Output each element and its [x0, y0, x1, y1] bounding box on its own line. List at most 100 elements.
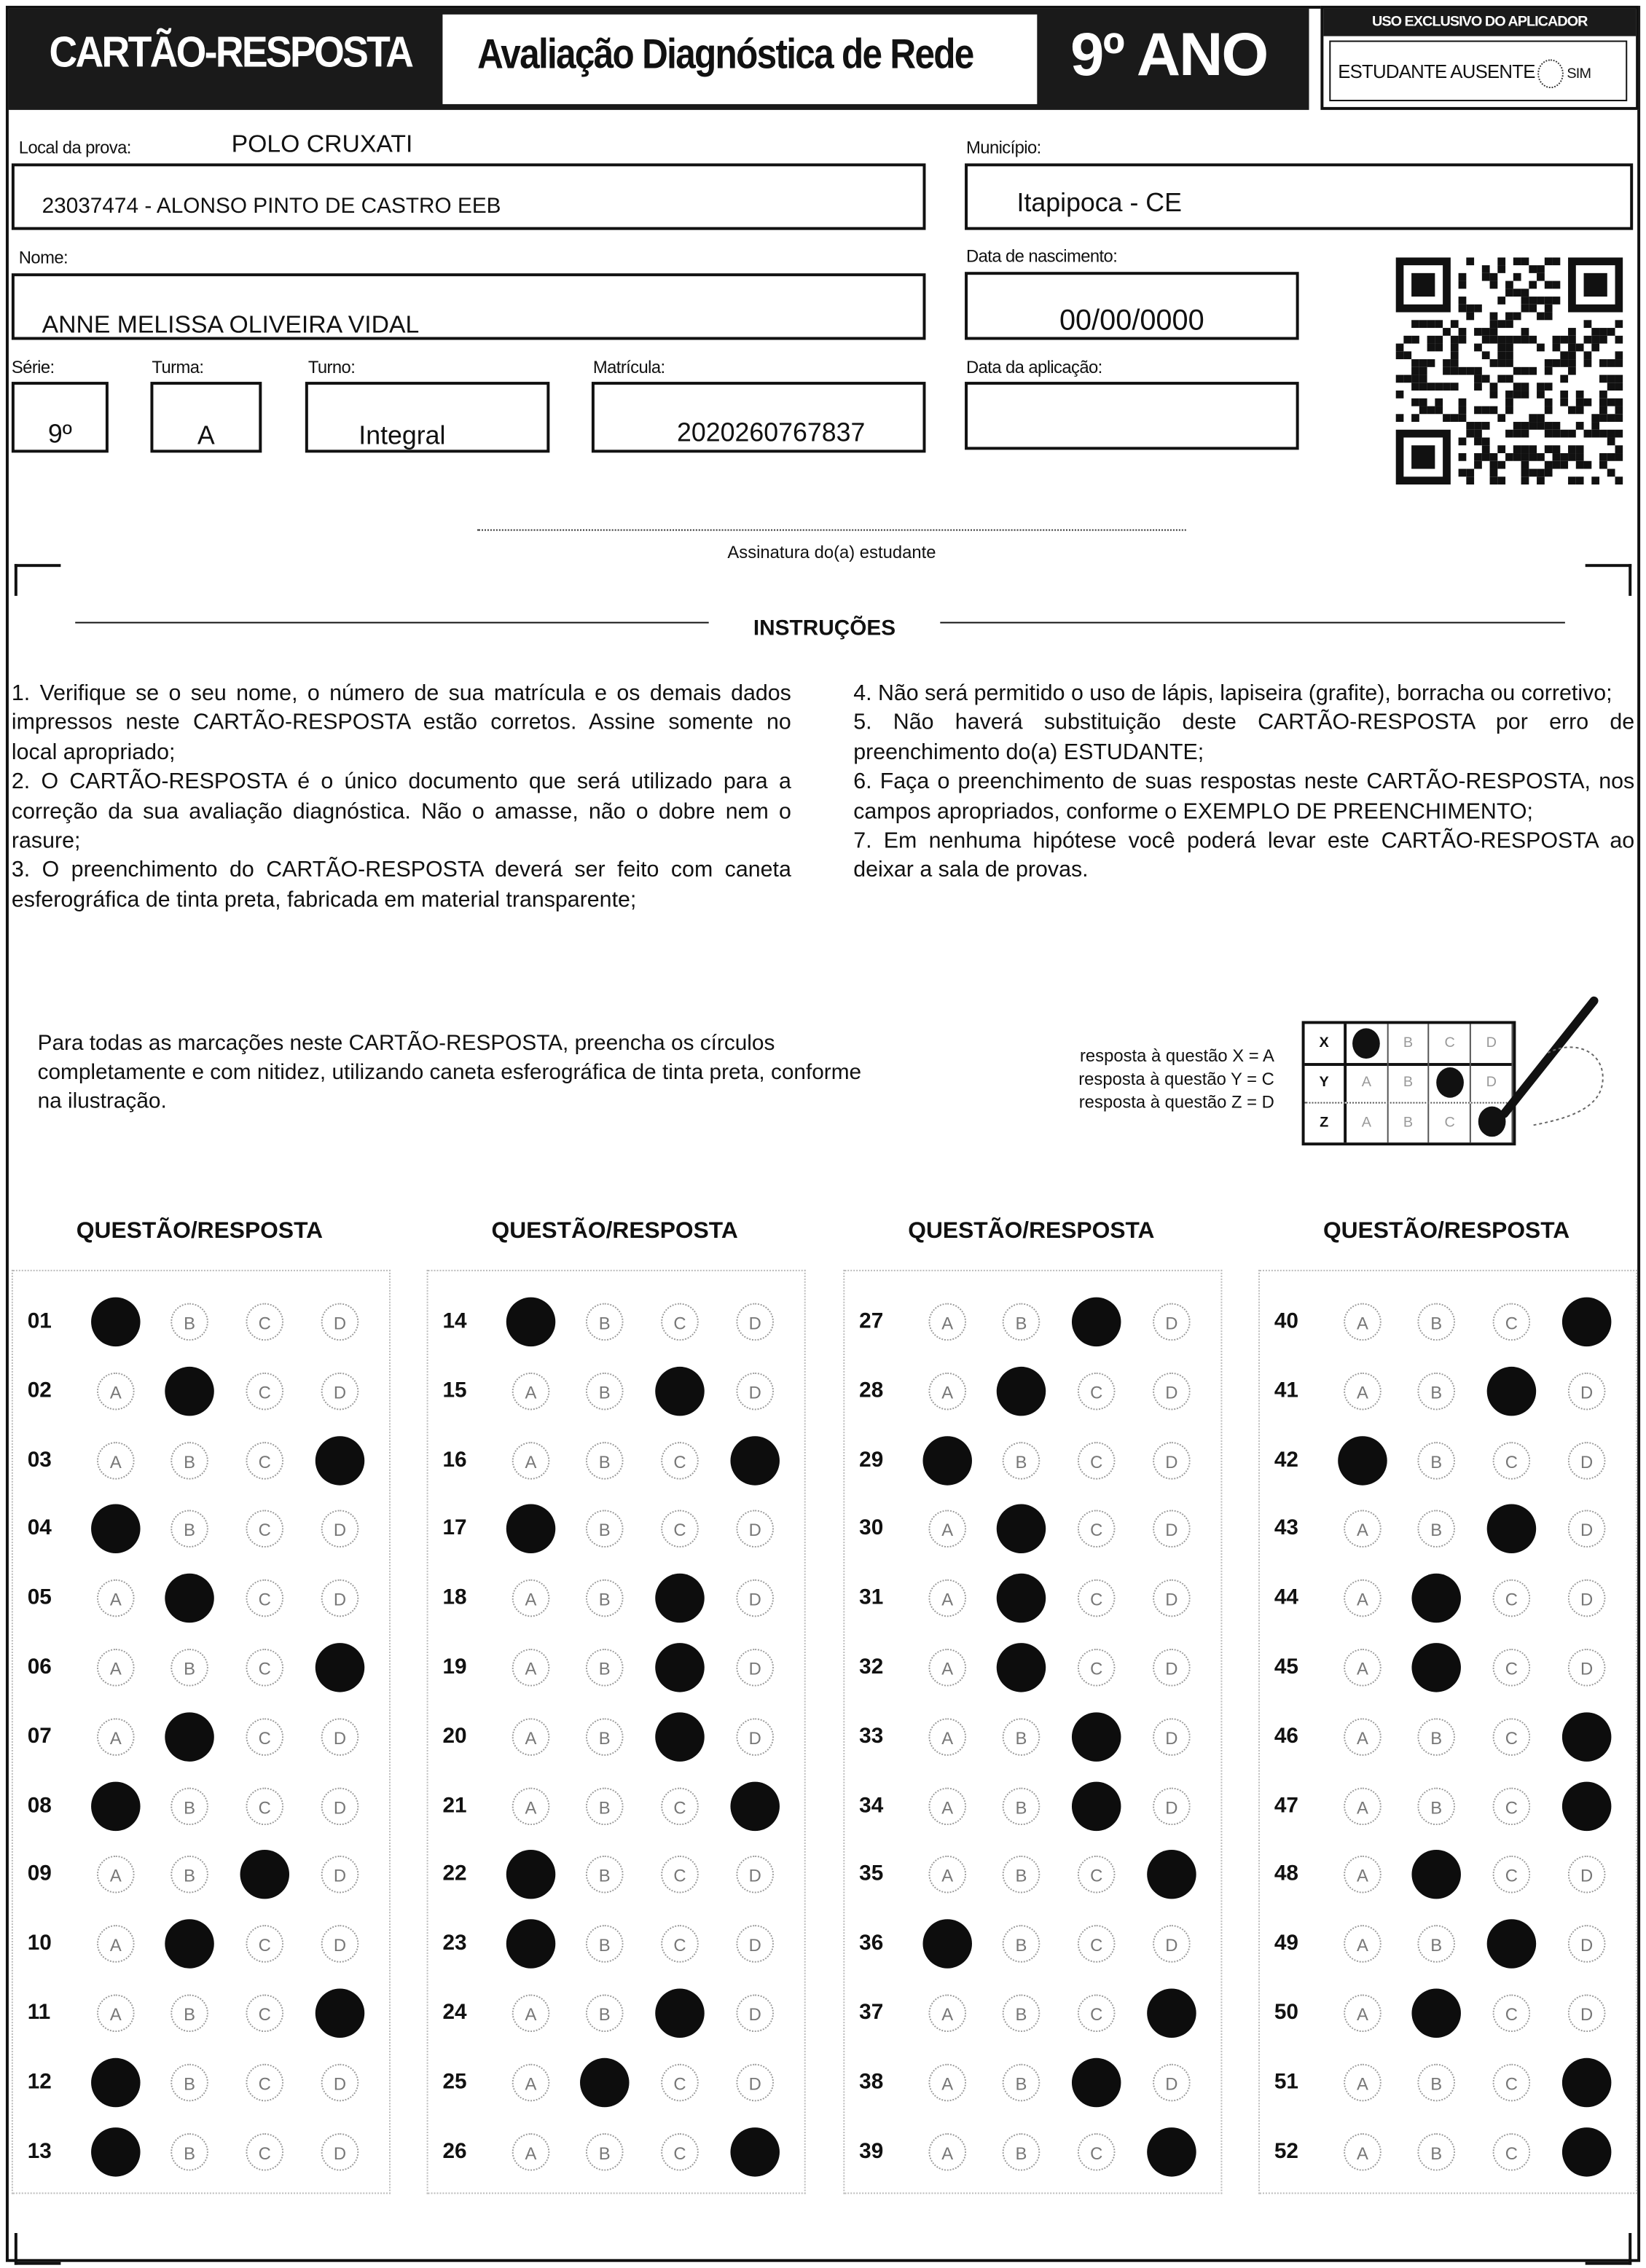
bubble-option-c[interactable]: C — [655, 1988, 705, 2039]
bubble-option-b[interactable]: B — [585, 1717, 624, 1756]
bubble-option-a[interactable]: A — [97, 1372, 135, 1410]
bubble-option-c[interactable]: C — [1492, 2063, 1531, 2101]
bubble-option-b[interactable]: B — [1002, 1441, 1040, 1479]
bubble-option-a[interactable]: A — [928, 1372, 967, 1410]
bubble-option-d[interactable]: D — [1153, 1649, 1191, 1687]
bubble-option-b[interactable]: B — [585, 1925, 624, 1963]
bubble-option-a[interactable]: A — [928, 1994, 967, 2033]
bubble-option-b[interactable]: B — [1002, 2063, 1040, 2101]
bubble-option-d[interactable]: D — [1567, 1649, 1606, 1687]
bubble-option-d[interactable]: D — [730, 1435, 780, 1485]
bubble-option-d[interactable]: D — [736, 1510, 775, 1548]
bubble-option-a[interactable]: A — [928, 1717, 967, 1756]
bubble-option-c[interactable]: C — [246, 1441, 284, 1479]
bubble-option-c[interactable]: C — [655, 1711, 705, 1762]
bubble-option-d[interactable]: D — [315, 1435, 365, 1485]
bubble-option-c[interactable]: C — [1071, 1297, 1121, 1347]
bubble-option-a[interactable]: A — [97, 1649, 135, 1687]
bubble-option-a[interactable]: A — [1344, 1303, 1382, 1341]
bubble-option-b[interactable]: B — [1002, 1717, 1040, 1756]
bubble-option-b[interactable]: B — [585, 1303, 624, 1341]
bubble-option-a[interactable]: A — [512, 1580, 550, 1617]
bubble-option-a[interactable]: A — [1344, 1372, 1382, 1410]
bubble-option-c[interactable]: C — [246, 1717, 284, 1756]
bubble-option-a[interactable]: A — [512, 1441, 550, 1479]
bubble-option-d[interactable]: D — [321, 1786, 359, 1825]
bubble-option-c[interactable]: C — [1492, 1994, 1531, 2033]
bubble-option-b[interactable]: B — [585, 1856, 624, 1894]
bubble-option-b[interactable]: B — [585, 1786, 624, 1825]
bubble-option-c[interactable]: C — [1077, 1372, 1116, 1410]
bubble-option-b[interactable]: B — [1002, 1303, 1040, 1341]
bubble-option-d[interactable]: D — [321, 1510, 359, 1548]
bubble-option-d[interactable]: D — [321, 1856, 359, 1894]
bubble-option-c[interactable]: C — [246, 2132, 284, 2170]
bubble-option-d[interactable]: D — [1153, 1372, 1191, 1410]
bubble-option-d[interactable]: D — [1561, 1781, 1612, 1831]
bubble-option-d[interactable]: D — [315, 1643, 365, 1692]
bubble-option-b[interactable]: B — [585, 2132, 624, 2170]
bubble-option-a[interactable]: A — [97, 1441, 135, 1479]
bubble-option-c[interactable]: C — [661, 2132, 699, 2170]
bubble-option-c[interactable]: C — [1071, 2057, 1121, 2107]
bubble-option-d[interactable]: D — [321, 2063, 359, 2101]
bubble-option-b[interactable]: B — [996, 1574, 1046, 1623]
bubble-option-d[interactable]: D — [736, 1372, 775, 1410]
bubble-option-a[interactable]: A — [928, 1303, 967, 1341]
bubble-option-a[interactable]: A — [512, 2132, 550, 2170]
bubble-option-a[interactable]: A — [1344, 1925, 1382, 1963]
bubble-option-c[interactable]: C — [1077, 1994, 1116, 2033]
bubble-option-b[interactable]: B — [1411, 1850, 1461, 1900]
bubble-option-b[interactable]: B — [1002, 1994, 1040, 2033]
bubble-option-d[interactable]: D — [730, 1781, 780, 1831]
bubble-option-c[interactable]: C — [1077, 1441, 1116, 1479]
bubble-option-a[interactable]: A — [91, 1781, 141, 1831]
bubble-option-b[interactable]: B — [585, 1649, 624, 1687]
bubble-option-b[interactable]: B — [165, 1574, 214, 1623]
bubble-option-d[interactable]: D — [1567, 1925, 1606, 1963]
bubble-option-d[interactable]: D — [1567, 1441, 1606, 1479]
bubble-option-b[interactable]: B — [171, 1649, 208, 1687]
bubble-option-c[interactable]: C — [655, 1643, 705, 1692]
bubble-option-b[interactable]: B — [1417, 2132, 1456, 2170]
bubble-option-b[interactable]: B — [996, 1504, 1046, 1554]
bubble-option-d[interactable]: D — [1153, 1303, 1191, 1341]
bubble-option-c[interactable]: C — [1071, 1781, 1121, 1831]
bubble-option-c[interactable]: C — [246, 1925, 284, 1963]
bubble-option-a[interactable]: A — [922, 1435, 972, 1485]
bubble-option-b[interactable]: B — [585, 1510, 624, 1548]
bubble-option-d[interactable]: D — [736, 1925, 775, 1963]
bubble-option-d[interactable]: D — [730, 2127, 780, 2176]
bubble-option-b[interactable]: B — [1002, 1925, 1040, 1963]
bubble-option-b[interactable]: B — [165, 1366, 214, 1416]
bubble-option-d[interactable]: D — [1153, 1510, 1191, 1548]
bubble-option-a[interactable]: A — [928, 2063, 967, 2101]
bubble-option-a[interactable]: A — [512, 2063, 550, 2101]
bubble-option-b[interactable]: B — [1417, 1925, 1456, 1963]
bubble-option-b[interactable]: B — [585, 1580, 624, 1617]
bubble-option-c[interactable]: C — [1492, 1580, 1531, 1617]
bubble-option-a[interactable]: A — [97, 1994, 135, 2033]
bubble-option-c[interactable]: C — [246, 1510, 284, 1548]
bubble-option-d[interactable]: D — [321, 1372, 359, 1410]
bubble-option-c[interactable]: C — [1492, 1786, 1531, 1825]
bubble-option-d[interactable]: D — [1147, 1850, 1196, 1900]
bubble-option-d[interactable]: D — [1147, 2127, 1196, 2176]
bubble-option-b[interactable]: B — [165, 1919, 214, 1969]
bubble-option-c[interactable]: C — [661, 1925, 699, 1963]
bubble-option-c[interactable]: C — [246, 1372, 284, 1410]
bubble-option-d[interactable]: D — [736, 2063, 775, 2101]
bubble-option-b[interactable]: B — [171, 1786, 208, 1825]
bubble-option-b[interactable]: B — [1002, 2132, 1040, 2170]
bubble-option-d[interactable]: D — [1153, 2063, 1191, 2101]
bubble-option-d[interactable]: D — [736, 1717, 775, 1756]
bubble-option-d[interactable]: D — [1147, 1988, 1196, 2039]
bubble-option-a[interactable]: A — [512, 1649, 550, 1687]
bubble-option-a[interactable]: A — [1344, 1856, 1382, 1894]
bubble-option-a[interactable]: A — [922, 1919, 972, 1969]
bubble-option-c[interactable]: C — [1486, 1919, 1537, 1969]
bubble-option-d[interactable]: D — [736, 1649, 775, 1687]
bubble-option-d[interactable]: D — [1561, 2127, 1612, 2176]
bubble-option-c[interactable]: C — [1492, 1717, 1531, 1756]
bubble-option-d[interactable]: D — [736, 1994, 775, 2033]
